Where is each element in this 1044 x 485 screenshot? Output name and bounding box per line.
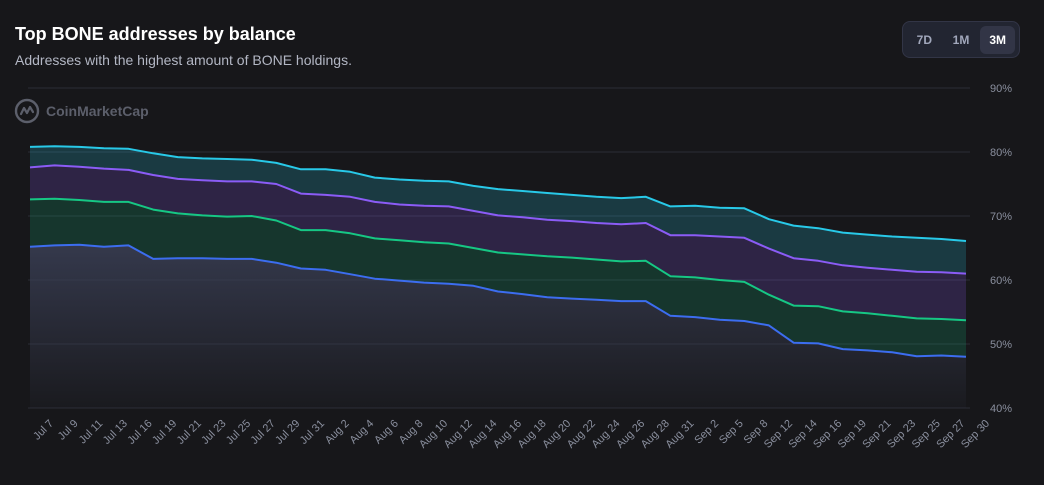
x-tick-label: Sep 2 <box>692 418 721 447</box>
series-line-top20[interactable] <box>29 197 967 322</box>
watermark-text: CoinMarketCap <box>46 103 149 119</box>
y-tick-label: 40% <box>990 403 1012 415</box>
series-line-top50[interactable] <box>29 164 967 275</box>
y-tick-label: 80% <box>990 147 1012 159</box>
x-tick-label: Jul 29 <box>273 418 302 447</box>
x-tick-label: Jul 31 <box>298 418 327 447</box>
y-tick-label: 70% <box>990 211 1012 223</box>
range-1m-button[interactable]: 1M <box>944 26 979 54</box>
range-3m-button[interactable]: 3M <box>980 25 1016 54</box>
range-7d-button[interactable]: 7D <box>907 26 942 54</box>
time-range-toggle: 7D 1M 3M <box>902 21 1020 58</box>
y-tick-label: 60% <box>990 275 1012 287</box>
series-area-top100 <box>30 146 966 274</box>
series-area-top10 <box>30 244 966 408</box>
x-tick-label: Jul 25 <box>224 418 253 447</box>
y-tick-label: 50% <box>990 339 1012 351</box>
x-tick-label: Aug 4 <box>348 418 377 447</box>
series-area-top20 <box>30 198 966 357</box>
x-tick-label: Jul 19 <box>150 418 179 447</box>
coinmarketcap-logo-icon <box>14 98 40 124</box>
series-line-top100[interactable] <box>29 145 967 242</box>
x-tick-label: Sep 5 <box>717 418 746 447</box>
x-tick-label: Jul 27 <box>249 418 278 447</box>
x-tick-label: Jul 23 <box>199 418 228 447</box>
chart-subtitle: Addresses with the highest amount of BON… <box>15 52 352 68</box>
x-tick-label: Jul 11 <box>77 418 106 447</box>
series-line-top10[interactable] <box>29 243 967 358</box>
x-tick-label: Aug 2 <box>323 418 352 447</box>
x-tick-label: Jul 16 <box>125 418 154 447</box>
chart-title: Top BONE addresses by balance <box>15 24 296 44</box>
x-tick-label: Jul 7 <box>31 418 56 443</box>
x-tick-label: Jul 13 <box>101 418 130 447</box>
y-tick-label: 90% <box>990 83 1012 95</box>
coinmarketcap-watermark: CoinMarketCap <box>14 98 149 124</box>
series-area-top50 <box>30 165 966 321</box>
x-tick-label: Jul 21 <box>175 418 204 447</box>
x-tick-label: Aug 6 <box>372 418 401 447</box>
